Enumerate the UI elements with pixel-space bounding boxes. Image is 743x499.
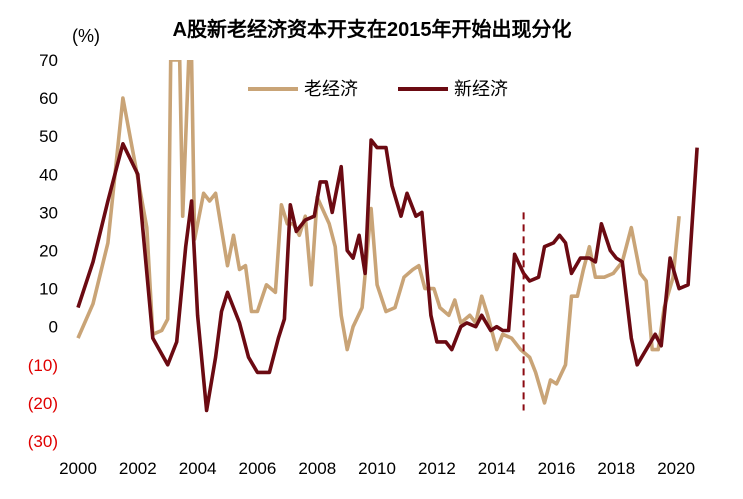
legend-label: 老经济 bbox=[304, 79, 358, 99]
x-tick-label: 2018 bbox=[597, 459, 635, 478]
y-tick-label: (30) bbox=[28, 432, 58, 451]
x-tick-label: 2014 bbox=[478, 459, 516, 478]
y-tick-label: 40 bbox=[39, 165, 58, 184]
y-tick-label: 30 bbox=[39, 203, 58, 222]
series-line-new-economy bbox=[76, 138, 699, 413]
y-tick-label: (10) bbox=[28, 356, 58, 375]
y-tick-label: 0 bbox=[49, 318, 58, 337]
y-axis-unit: (%) bbox=[72, 26, 100, 46]
x-tick-label: 2004 bbox=[179, 459, 217, 478]
series-line-old-economy bbox=[76, 60, 681, 405]
legend: 老经济 新经济 bbox=[248, 79, 508, 99]
x-tick-label: 2016 bbox=[538, 459, 576, 478]
y-tick-label: 60 bbox=[39, 89, 58, 108]
chart-title: A股新老经济资本开支在2015年开始出现分化 bbox=[173, 17, 572, 41]
x-tick-label: 2008 bbox=[298, 459, 336, 478]
y-tick-label: 50 bbox=[39, 127, 58, 146]
x-tick-label: 2006 bbox=[239, 459, 277, 478]
x-tick-label: 2002 bbox=[119, 459, 157, 478]
legend-label: 新经济 bbox=[454, 79, 508, 99]
x-axis-ticks: 2000 2002 2004 2006 2008 2010 2012 2014 2016 2018… bbox=[59, 459, 695, 478]
y-tick-label: 20 bbox=[39, 242, 58, 261]
y-tick-label: 10 bbox=[39, 280, 58, 299]
x-tick-label: 2020 bbox=[657, 459, 695, 478]
y-tick-label: 70 bbox=[39, 51, 58, 70]
y-axis-ticks: 70 60 50 40 30 20 10 0 (10) (20) (30) bbox=[28, 51, 58, 451]
x-tick-label: 2010 bbox=[358, 459, 396, 478]
series-layer bbox=[76, 60, 699, 413]
y-tick-label: (20) bbox=[28, 394, 58, 413]
x-tick-label: 2000 bbox=[59, 459, 97, 478]
x-tick-label: 2012 bbox=[418, 459, 456, 478]
